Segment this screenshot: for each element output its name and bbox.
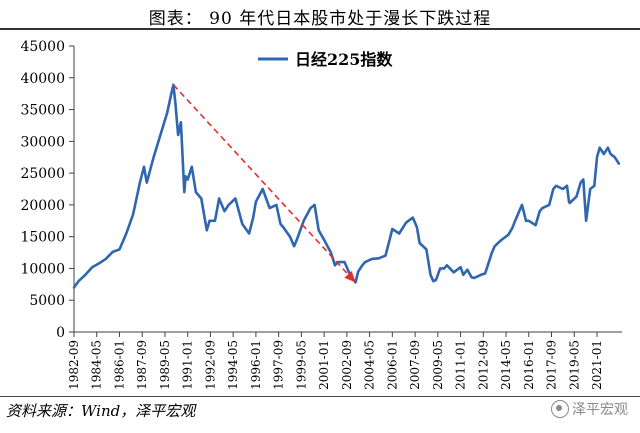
x-tick-label: 2001-01 [317, 340, 331, 390]
x-tick-label: 1987-09 [135, 340, 149, 390]
x-tick-label: 2006-01 [385, 340, 399, 390]
x-tick-label: 1997-09 [272, 340, 286, 390]
wechat-icon [551, 400, 569, 418]
x-tick-label: 1982-09 [67, 340, 81, 390]
x-tick-label: 1991-01 [181, 340, 195, 390]
y-tick-label: 10000 [20, 261, 65, 277]
y-tick-label: 5000 [29, 293, 65, 309]
y-tick-label: 35000 [20, 103, 65, 119]
x-tick-label: 2016-01 [522, 340, 536, 390]
x-tick-label: 2017-09 [545, 340, 559, 390]
x-tick-label: 1996-01 [249, 340, 263, 390]
watermark-text: 泽平宏观 [572, 402, 628, 418]
trend-arrow-line [172, 84, 357, 283]
x-tick-label: 1986-01 [112, 340, 126, 390]
x-tick-label: 2012-09 [476, 340, 490, 390]
y-tick-label: 45000 [20, 39, 65, 55]
x-tick-label: 2019-05 [567, 340, 581, 390]
y-tick-label: 25000 [20, 166, 65, 182]
x-tick-label: 2007-09 [408, 340, 422, 390]
source-note: 资料来源：Wind，泽平宏观 [6, 402, 196, 420]
legend-label: 日经225指数 [295, 50, 393, 69]
x-tick-label: 2021-01 [590, 340, 604, 390]
x-tick-label: 1999-05 [294, 340, 308, 390]
x-tick-label: 2014-05 [499, 340, 513, 390]
x-tick-label: 1984-05 [90, 340, 104, 390]
y-tick-label: 20000 [20, 198, 65, 214]
trend-arrow-head [344, 270, 356, 283]
y-tick-label: 40000 [20, 71, 65, 87]
x-tick-label: 2004-05 [363, 340, 377, 390]
x-tick-label: 2009-05 [431, 340, 445, 390]
x-tick-label: 1989-05 [158, 340, 172, 390]
series-line-nikkei225 [72, 83, 621, 289]
y-tick-label: 15000 [20, 230, 65, 246]
title-bar: 图表： 90 年代日本股市处于漫长下跌过程 [0, 0, 640, 30]
y-tick-label: 0 [56, 325, 65, 341]
x-tick-label: 1992-09 [203, 340, 217, 390]
footer-divider [0, 396, 640, 397]
nikkei-chart: 0 5000 10000 15000 20000 25000 30000 35000 40000… [20, 39, 622, 390]
x-tick-label: 1994-05 [226, 340, 240, 390]
x-tick-label: 2011-01 [454, 340, 468, 390]
y-tick-label: 30000 [20, 134, 65, 150]
watermark: 泽平宏观 [551, 399, 628, 419]
x-tick-label: 2002-09 [340, 340, 354, 390]
chart-title: 图表： 90 年代日本股市处于漫长下跌过程 [148, 9, 492, 29]
